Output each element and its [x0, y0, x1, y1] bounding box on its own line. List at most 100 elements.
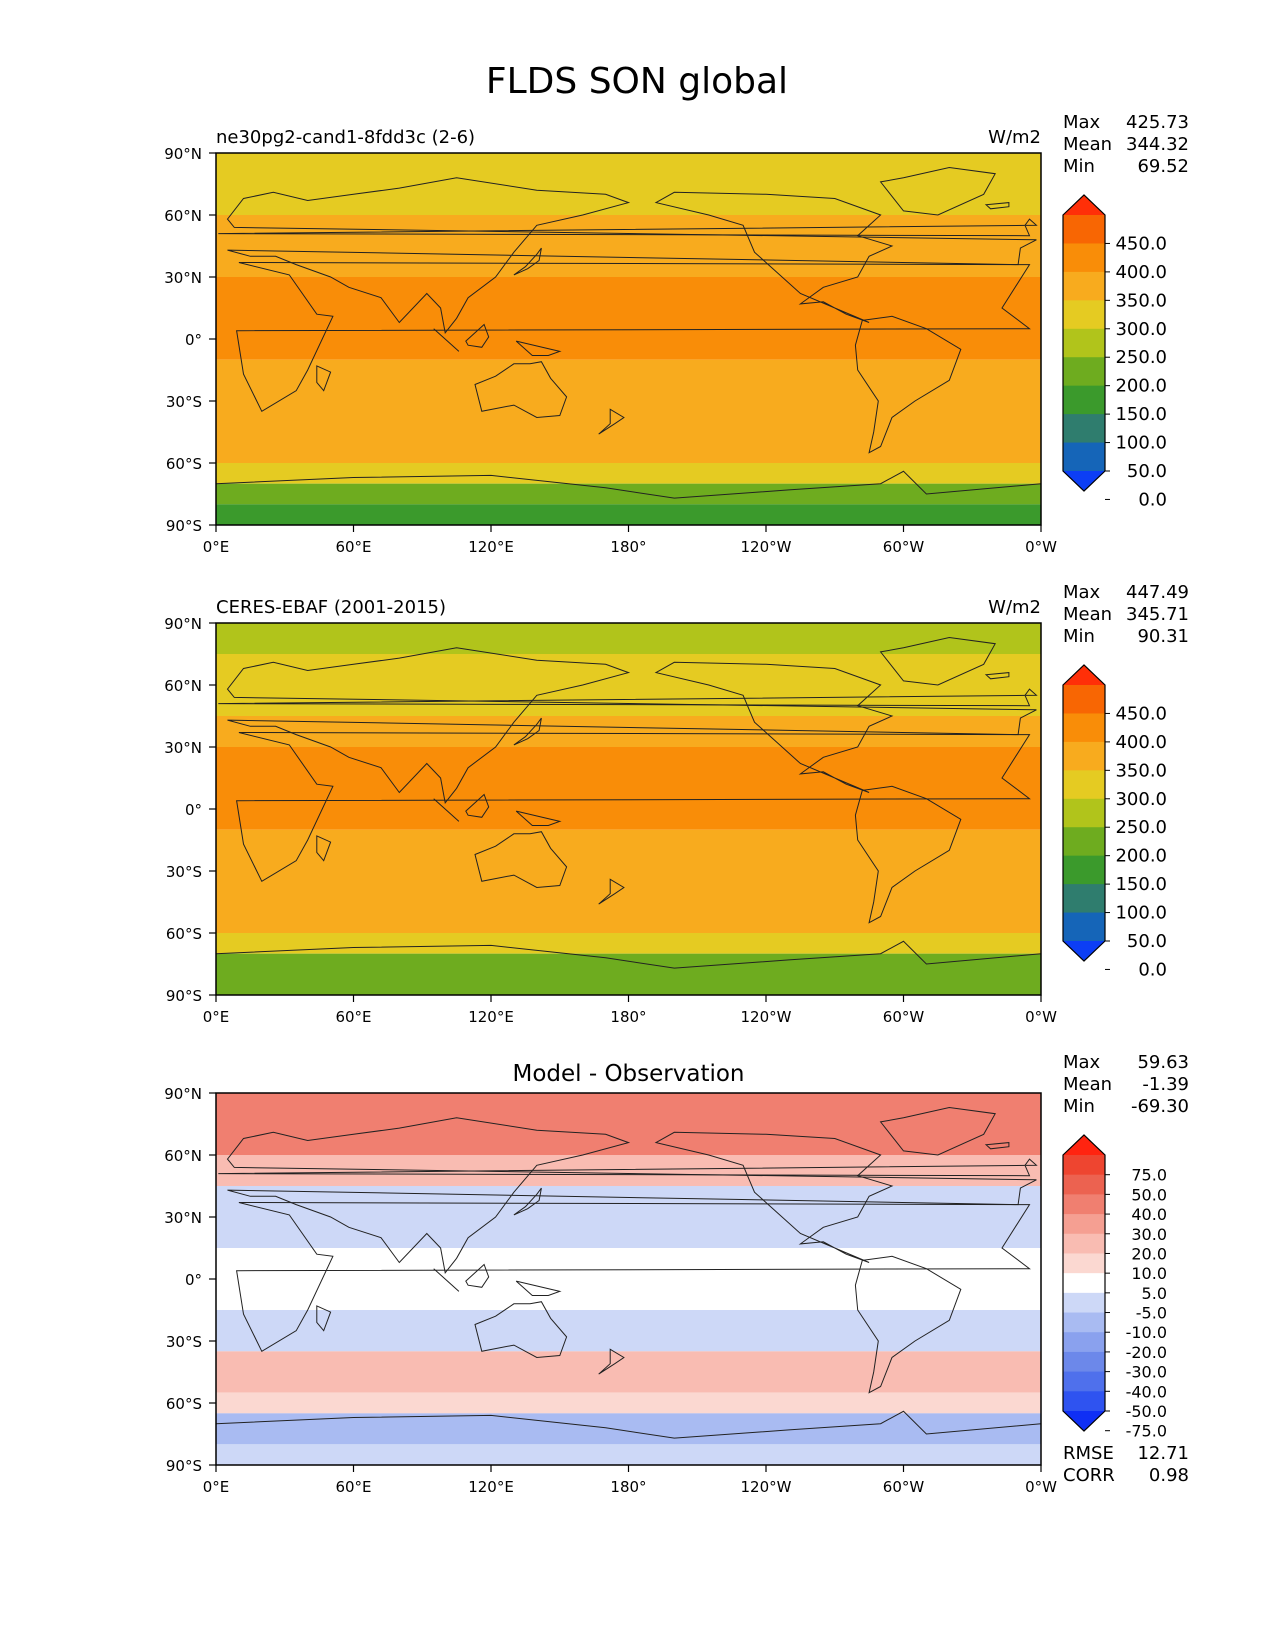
colorbar-tick-label: 100.0 — [1115, 903, 1167, 924]
colorbar-segment — [1063, 1174, 1105, 1195]
coastline — [218, 688, 1038, 707]
lon-tick-label: 120°E — [468, 1008, 514, 1026]
colorbar-segment — [1063, 243, 1105, 273]
colorbar-segment — [1063, 1273, 1105, 1294]
coastline — [513, 247, 542, 276]
colorbar-tick-label: 20.0 — [1131, 1244, 1167, 1263]
coastline — [654, 191, 894, 323]
lon-tick-label: 60°W — [883, 1008, 925, 1026]
field-band — [216, 483, 1041, 505]
colorbar-segment — [1063, 328, 1105, 358]
coastline — [226, 647, 1037, 804]
coastline — [316, 1305, 332, 1332]
coastline — [216, 470, 1041, 525]
field-band — [216, 1413, 1041, 1445]
stat-value: 90.31 — [1137, 626, 1189, 647]
lon-tick-label: 0°E — [203, 1478, 230, 1496]
figure-title: FLDS SON global — [486, 61, 788, 102]
colorbar-extend-min — [1063, 941, 1105, 961]
colorbar-tick-label: 200.0 — [1115, 376, 1167, 397]
field-band — [216, 504, 1041, 525]
coastline — [598, 408, 625, 435]
field-band — [216, 1248, 1041, 1310]
colorbar-extend-max — [1063, 1135, 1105, 1155]
colorbar-segment — [1063, 442, 1105, 472]
colorbar-segment — [1063, 1253, 1105, 1274]
field-band — [216, 623, 1041, 654]
field-band — [216, 1351, 1041, 1393]
colorbar-tick-label: 450.0 — [1115, 233, 1167, 254]
lon-tick-label: 0°E — [203, 1008, 230, 1026]
coastline — [513, 717, 542, 746]
coastline — [474, 361, 568, 419]
colorbar-tick-label: 50.0 — [1127, 931, 1167, 952]
lat-tick-label: 90°S — [166, 987, 202, 1005]
coastline — [226, 177, 1037, 334]
lon-tick-label: 0°W — [1025, 1008, 1057, 1026]
coastline — [316, 835, 332, 862]
coastline — [513, 1187, 542, 1216]
lon-tick-label: 180° — [610, 1478, 646, 1496]
field-band — [216, 215, 1041, 277]
coastline — [465, 1263, 490, 1288]
lon-tick-label: 60°E — [335, 538, 371, 556]
coastline — [879, 636, 996, 686]
colorbar-tick-label: 30.0 — [1131, 1225, 1167, 1244]
colorbar-tick-label: 50.0 — [1127, 461, 1167, 482]
lat-tick-label: 60°S — [166, 455, 202, 473]
coastline — [515, 340, 562, 356]
coastline — [854, 1255, 962, 1394]
coastline — [984, 1142, 1010, 1150]
field-band — [216, 1093, 1041, 1155]
stat-label: Min — [1063, 626, 1095, 647]
lon-tick-label: 60°W — [883, 538, 925, 556]
coastline — [226, 1117, 1037, 1274]
lat-tick-label: 90°S — [166, 517, 202, 535]
colorbar: 450.0 400.0 350.0 300.0 250.0 200.0 150.0 100.0… — [1062, 194, 1167, 510]
coastline — [465, 793, 490, 818]
coastline — [654, 661, 894, 793]
stat-value: 447.49 — [1126, 582, 1189, 603]
lat-tick-label: 60°N — [164, 677, 202, 695]
colorbar-segment — [1063, 1155, 1105, 1176]
lon-tick-label: 0°W — [1025, 538, 1057, 556]
coastline — [433, 798, 460, 822]
map-field — [216, 1093, 1041, 1465]
colorbar-tick-label: 250.0 — [1115, 347, 1167, 368]
field-band — [216, 432, 1041, 463]
map-field — [216, 623, 1041, 995]
extra-stat-value: 12.71 — [1137, 1443, 1189, 1464]
colorbar-segment — [1063, 215, 1105, 244]
stat-label: Mean — [1063, 134, 1112, 155]
lat-tick-label: 30°N — [164, 269, 202, 287]
colorbar: 450.0 400.0 350.0 300.0 250.0 200.0 150.0 100.0… — [1062, 664, 1167, 980]
colorbar-tick-label: 400.0 — [1115, 262, 1167, 283]
stat-value: 69.52 — [1137, 156, 1189, 177]
colorbar-tick-label: 40.0 — [1131, 1205, 1167, 1224]
panel-2: 90°N 60°N 30°N 0° 30°S 60°S 90°S0°E 60°E 120°E 18… — [164, 582, 1189, 1026]
coastlines — [216, 1106, 1041, 1465]
colorbar: 75.050.040.030.020.010.05.0-5.0-10.0-20.… — [1062, 1134, 1167, 1441]
stat-label: Max — [1063, 1052, 1101, 1073]
stat-label: Min — [1063, 1096, 1095, 1117]
lat-tick-label: 90°S — [166, 1457, 202, 1475]
coastline — [474, 1301, 568, 1359]
lat-tick-label: 0° — [185, 331, 202, 349]
colorbar-tick-label: 450.0 — [1115, 703, 1167, 724]
colorbar-tick-label: -40.0 — [1126, 1382, 1167, 1401]
extra-stat-label: RMSE — [1063, 1443, 1114, 1464]
lon-tick-label: 0°W — [1025, 1478, 1057, 1496]
stat-value: -69.30 — [1131, 1096, 1189, 1117]
colorbar-tick-label: 5.0 — [1142, 1284, 1167, 1303]
lat-tick-label: 60°S — [166, 925, 202, 943]
coastline — [854, 785, 962, 924]
colorbar-segment — [1063, 300, 1105, 330]
field-band — [216, 277, 1041, 360]
lat-tick-label: 30°N — [164, 1209, 202, 1227]
coastline — [433, 328, 460, 352]
field-band — [216, 1155, 1041, 1186]
colorbar-tick-label: 0.0 — [1138, 959, 1167, 980]
stat-value: 425.73 — [1126, 112, 1189, 133]
colorbar-extend-max — [1063, 195, 1105, 215]
coastline — [316, 365, 332, 392]
